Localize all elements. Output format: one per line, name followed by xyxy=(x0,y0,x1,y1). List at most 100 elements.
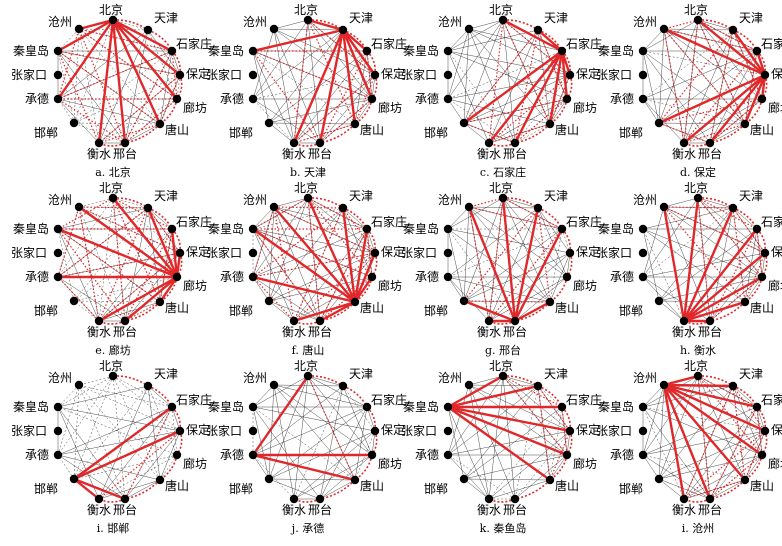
city-label: 张家口 xyxy=(206,67,242,82)
city-label: 邯郸 xyxy=(34,125,58,140)
strong-edge xyxy=(353,251,377,304)
weak-edge xyxy=(642,228,746,303)
weak-edge xyxy=(252,406,356,481)
weak-edge xyxy=(549,74,571,125)
city-label: 廊坊 xyxy=(768,100,782,115)
city-label: 北京 xyxy=(684,181,708,195)
strong-edge xyxy=(72,477,127,501)
weak-edge xyxy=(642,206,665,278)
city-node xyxy=(172,450,182,460)
weak-edge xyxy=(57,98,100,144)
city-label: 唐山 xyxy=(750,300,774,315)
city-node xyxy=(264,474,274,484)
city-label: 衡水 xyxy=(282,503,306,517)
strong-edge xyxy=(682,275,764,323)
city-node xyxy=(53,46,63,56)
weak-edge xyxy=(683,98,763,144)
city-node xyxy=(367,450,377,460)
weak-edge xyxy=(642,50,758,100)
city-label: 北京 xyxy=(684,3,708,17)
dotted-edge xyxy=(502,19,551,125)
city-label: 衡水 xyxy=(672,147,696,161)
weak-edge xyxy=(463,122,490,144)
weak-edge xyxy=(514,123,551,144)
weak-edge xyxy=(354,406,368,481)
city-label: 邢台 xyxy=(308,146,332,161)
city-node xyxy=(638,248,648,258)
city-node xyxy=(464,202,474,212)
strong-edges xyxy=(251,374,374,482)
city-label: 唐山 xyxy=(360,122,384,137)
weak-edge xyxy=(307,375,368,408)
city-label: 天津 xyxy=(739,189,763,203)
dotted-edge xyxy=(252,276,295,322)
city-node xyxy=(565,426,575,436)
weak-edge xyxy=(273,28,344,31)
city-label: 北京 xyxy=(99,359,123,373)
weak-edge xyxy=(98,454,178,500)
city-node xyxy=(659,380,669,390)
strong-edge xyxy=(111,18,162,126)
weak-edge xyxy=(642,228,685,322)
dotted-edge xyxy=(252,207,344,278)
weak-edge xyxy=(112,375,181,432)
weak-edge xyxy=(273,206,321,322)
city-label: 保定 xyxy=(381,66,405,81)
city-label: 唐山 xyxy=(750,122,774,137)
weak-edge xyxy=(57,430,181,456)
city-label: 秦皇岛 xyxy=(598,399,634,414)
city-label: 唐山 xyxy=(165,300,189,315)
weak-edge xyxy=(57,28,80,52)
dotted-edge xyxy=(683,123,746,144)
weak-edge xyxy=(73,207,149,302)
weak-edge xyxy=(468,384,539,387)
weak-edge xyxy=(124,50,173,144)
city-node xyxy=(338,25,348,35)
city-label: 张家口 xyxy=(596,245,632,260)
dotted-edge xyxy=(57,98,126,144)
strong-edges xyxy=(657,18,767,145)
city-label: 邢台 xyxy=(698,324,722,339)
city-label: 邯郸 xyxy=(229,125,253,140)
weak-edge xyxy=(78,384,173,408)
ring-arc xyxy=(371,74,378,100)
city-node xyxy=(654,118,664,128)
weak-edge xyxy=(147,385,178,456)
weak-edges xyxy=(447,375,571,500)
city-node xyxy=(638,224,648,234)
weak-edge xyxy=(549,252,571,303)
city-label: 邯郸 xyxy=(229,303,253,318)
weak-edge xyxy=(447,228,465,302)
weak-edge xyxy=(463,28,470,124)
strong-edges xyxy=(56,196,182,323)
city-node xyxy=(464,24,474,34)
city-node xyxy=(289,138,299,148)
strong-edge xyxy=(731,28,767,77)
city-label: 北京 xyxy=(684,359,708,373)
strong-edge xyxy=(513,300,552,323)
strong-edges xyxy=(662,196,767,323)
city-label: 张家口 xyxy=(401,245,437,260)
dotted-edge xyxy=(463,207,539,302)
weak-edge xyxy=(98,98,178,144)
city-node xyxy=(752,224,762,234)
weak-edge xyxy=(447,228,563,278)
strong-edge xyxy=(56,18,115,101)
city-node xyxy=(760,248,770,258)
weak-edge xyxy=(463,385,539,480)
weak-edge xyxy=(319,385,344,500)
strong-edge xyxy=(513,206,540,323)
weak-edge xyxy=(342,207,373,278)
strong-edge xyxy=(72,405,174,481)
weak-edge xyxy=(447,50,516,144)
city-node xyxy=(510,494,520,504)
weak-edge xyxy=(57,98,161,125)
city-node xyxy=(53,402,63,412)
city-label: 北京 xyxy=(489,3,513,17)
weak-edge xyxy=(78,28,149,31)
panel-caption: d. 保定 xyxy=(680,165,716,179)
weak-edge xyxy=(447,454,516,500)
city-label: 邯郸 xyxy=(34,481,58,496)
city-label: 保定 xyxy=(576,244,600,259)
